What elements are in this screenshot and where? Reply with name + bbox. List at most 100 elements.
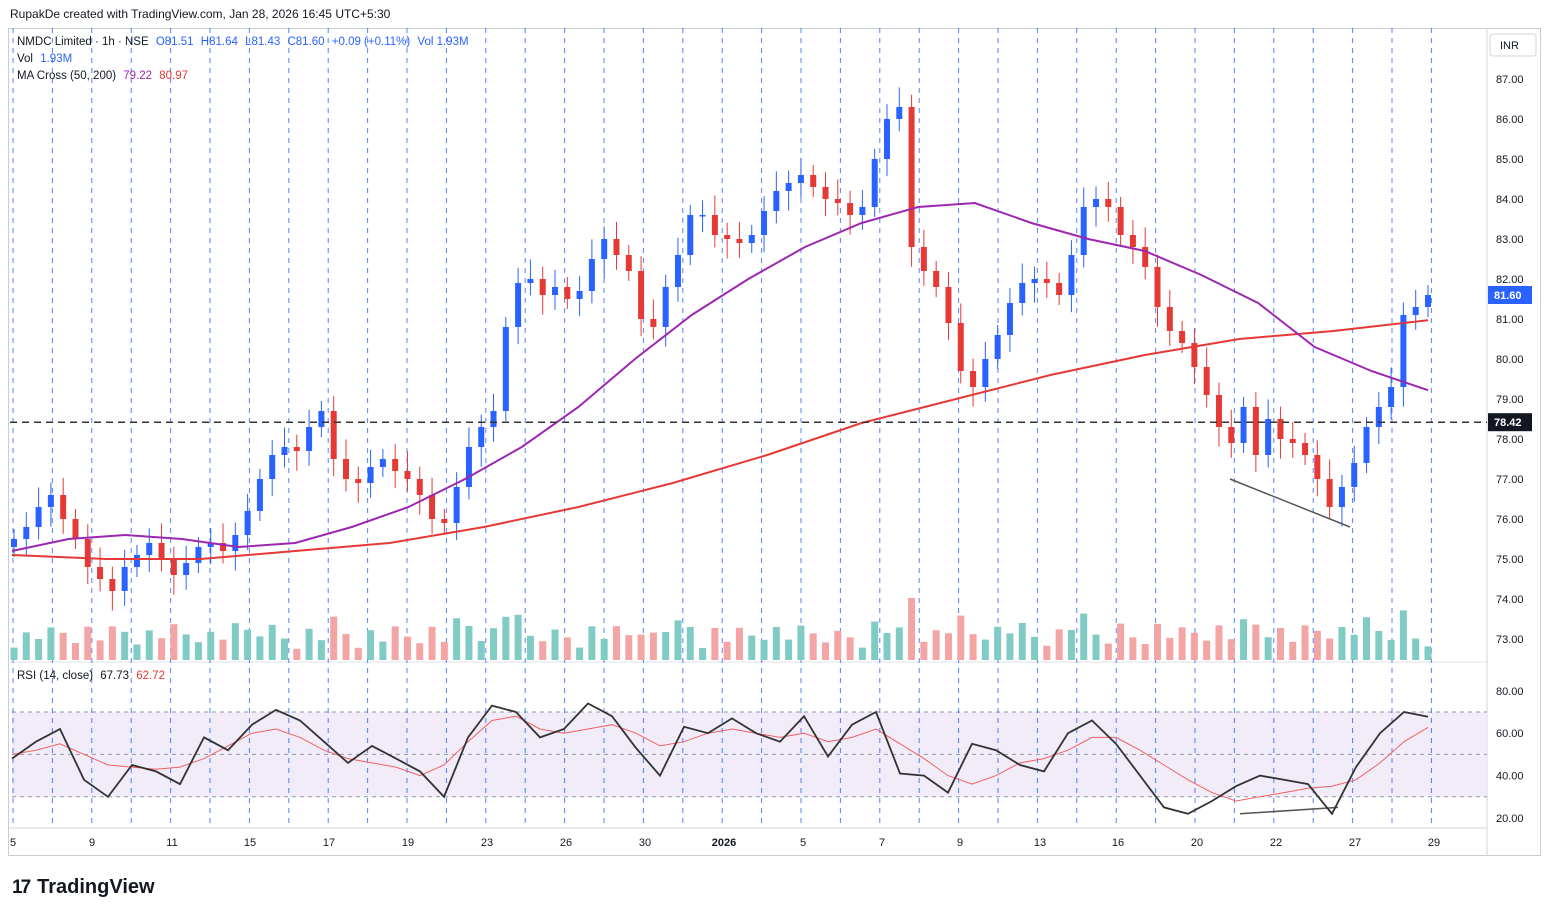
- price-tick-label: 81.00: [1496, 314, 1524, 326]
- volume-legend: Vol 1.93M: [17, 53, 76, 65]
- candle-body: [1006, 303, 1013, 335]
- candle-body: [429, 495, 436, 519]
- volume-bar: [231, 623, 239, 660]
- candle-body: [933, 271, 940, 287]
- candle-body: [133, 555, 140, 567]
- candle-body: [1043, 279, 1050, 283]
- volume-bar: [981, 639, 989, 660]
- candle-body: [60, 495, 67, 519]
- price-tick-label: 84.00: [1496, 194, 1524, 206]
- candle-body: [920, 247, 927, 271]
- volume-bar: [1055, 629, 1063, 660]
- volume-bar: [1178, 627, 1186, 660]
- volume-bar: [1387, 640, 1395, 660]
- vol-label[interactable]: Vol: [17, 53, 33, 65]
- candle-body: [613, 239, 620, 255]
- candle-body: [908, 107, 915, 247]
- candle-body: [650, 319, 657, 327]
- volume-bar: [305, 628, 313, 660]
- volume-bar: [1301, 625, 1309, 660]
- volume-bar: [969, 634, 977, 660]
- volume-bar: [317, 640, 325, 660]
- volume-bar: [699, 648, 707, 660]
- time-tick-label: 5: [800, 837, 806, 849]
- candle-body: [982, 359, 989, 387]
- time-tick-label: 5: [10, 837, 16, 849]
- volume-bar: [723, 641, 731, 660]
- time-tick-label: 2026: [712, 837, 736, 849]
- volume-bar: [416, 643, 424, 660]
- candle-body: [490, 411, 497, 427]
- candle-body: [367, 467, 374, 483]
- candle-body: [355, 479, 362, 483]
- time-tick-label: 27: [1349, 837, 1361, 849]
- candle-body: [847, 203, 854, 215]
- volume-bar: [219, 639, 227, 660]
- candle-body: [797, 175, 804, 183]
- rsi-tick-label: 60.00: [1496, 728, 1524, 740]
- price-tick-label: 85.00: [1496, 154, 1524, 166]
- volume-bar: [1326, 638, 1334, 660]
- candle-body: [576, 291, 583, 299]
- candle-body: [748, 235, 755, 243]
- candle-body: [515, 283, 522, 327]
- ma-fast-line: [11, 201, 1429, 552]
- volume-bar: [1215, 625, 1223, 660]
- candle-body: [1289, 439, 1296, 443]
- candle-body: [1056, 283, 1063, 295]
- close-value: C81.60: [287, 36, 325, 48]
- candle-body: [416, 479, 423, 495]
- candle-body: [1068, 255, 1075, 295]
- candle-body: [1388, 387, 1395, 407]
- candle-body: [1351, 463, 1358, 487]
- candle-body: [834, 199, 841, 203]
- candle-body: [502, 327, 509, 411]
- volume-bar: [145, 630, 153, 660]
- volume-bar: [84, 626, 92, 660]
- time-tick-label: 7: [879, 837, 885, 849]
- volume-bar: [908, 598, 916, 660]
- candle-body: [158, 543, 165, 559]
- volume-bar: [994, 626, 1002, 660]
- candle-body: [1363, 427, 1370, 463]
- candle-body: [1031, 279, 1038, 283]
- chart-frame[interactable]: [8, 28, 1541, 856]
- rsi-label[interactable]: RSI (14, close): [17, 670, 94, 682]
- price-tick-label: 75.00: [1496, 554, 1524, 566]
- candle-body: [170, 559, 177, 575]
- volume-bar: [748, 635, 756, 660]
- price-tick-label: 76.00: [1496, 514, 1524, 526]
- candle-body: [564, 287, 571, 299]
- volume-bar: [440, 641, 448, 660]
- candle-body: [1129, 235, 1136, 247]
- candle-body: [822, 187, 829, 199]
- volume-bar: [391, 626, 399, 660]
- volume-bar: [526, 635, 534, 660]
- candle-body: [109, 579, 116, 591]
- volume-bar: [1240, 619, 1248, 660]
- time-tick-label: 22: [1270, 837, 1282, 849]
- candle-body: [232, 535, 239, 551]
- volume-bar: [10, 647, 18, 660]
- candle-body: [72, 519, 79, 539]
- tradingview-logo[interactable]: 17 TradingView: [12, 876, 155, 899]
- volume-bar: [858, 647, 866, 660]
- ma-label[interactable]: MA Cross (50, 200): [17, 70, 117, 82]
- candle-body: [588, 259, 595, 291]
- candle-body: [392, 459, 399, 471]
- candle-body: [1142, 247, 1149, 267]
- candle-body: [1179, 331, 1186, 343]
- candle-body: [994, 335, 1001, 359]
- candle-body: [896, 107, 903, 119]
- candle-body: [1093, 199, 1100, 207]
- candle-body: [269, 455, 276, 479]
- candle-body: [527, 279, 534, 283]
- volume-bar: [1067, 630, 1075, 660]
- rsi-legend: RSI (14, close) 67.73 62.72: [17, 670, 169, 682]
- candle-body: [625, 255, 632, 271]
- volume-bar: [760, 639, 768, 660]
- volume-bar: [1129, 637, 1137, 660]
- candle-body: [699, 215, 706, 217]
- symbol-label[interactable]: NMDC Limited · 1h · NSE: [17, 36, 149, 48]
